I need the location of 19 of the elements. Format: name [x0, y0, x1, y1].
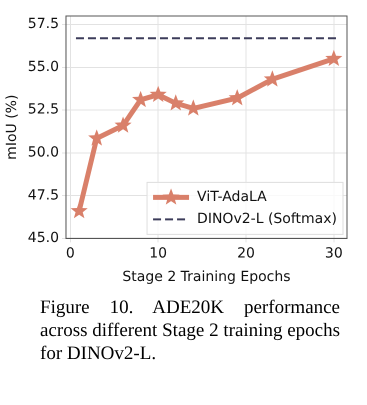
- y-tick-label: 52.5: [28, 102, 59, 118]
- y-tick-label: 55.0: [28, 58, 59, 75]
- legend-label: ViT-AdaLA: [197, 189, 268, 206]
- point: [150, 86, 167, 102]
- point: [114, 116, 132, 133]
- x-axis-title: Stage 2 Training Epochs: [122, 269, 291, 286]
- x-tick-label: 10: [149, 245, 168, 262]
- y-tick-label: 50.0: [28, 144, 59, 160]
- point: [325, 50, 342, 66]
- x-tick-label: 20: [237, 245, 255, 262]
- y-tick-label: 45.0: [28, 230, 59, 246]
- x-tick-label: 30: [324, 245, 343, 262]
- y-axis-title: mIoU (%): [4, 94, 20, 160]
- point: [70, 202, 88, 218]
- caption: Figure 10. ADE20K performance across different Stage 2 training epochs for DINOv2-L.: [40, 296, 340, 365]
- y-tick-label: 47.5: [28, 187, 59, 204]
- y-tick-label: 57.5: [28, 16, 59, 32]
- x-tick-label: 0: [66, 245, 75, 262]
- legend-label: DINOv2-L (Softmax): [197, 211, 338, 228]
